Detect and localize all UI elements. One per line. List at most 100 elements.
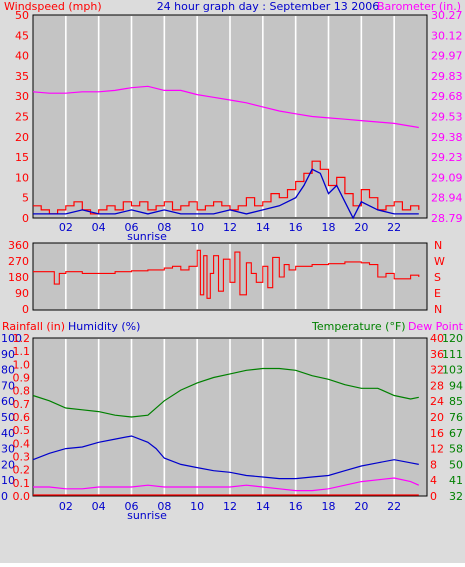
x-tick-label-top: 08 xyxy=(157,221,171,234)
celsius-tick-label: 24 xyxy=(430,395,444,408)
celsius-tick-label: 16 xyxy=(430,427,444,440)
windspeed-tick-label: 20 xyxy=(15,131,29,144)
windspeed-tick-label: 0 xyxy=(22,212,29,225)
temperature-axis-label: Temperature (°F) xyxy=(311,320,406,333)
x-tick-label-top: 22 xyxy=(387,221,401,234)
x-tick-label-top: 16 xyxy=(289,221,303,234)
fahrenheit-tick-label: 85 xyxy=(449,395,463,408)
barometer-tick-label: 30.12 xyxy=(431,29,463,42)
humidity-tick-label: 100 xyxy=(1,332,22,345)
barometer-tick-label: 28.79 xyxy=(431,212,463,225)
rainfall-tick-label: 0.7 xyxy=(13,398,31,411)
temperature-line xyxy=(32,367,419,418)
barometer-tick-label: 28.94 xyxy=(431,192,463,205)
windspeed-tick-label: 25 xyxy=(15,111,29,124)
x-tick-label-top: 18 xyxy=(322,221,336,234)
barometer-tick-label: 29.23 xyxy=(431,151,463,164)
fahrenheit-tick-label: 103 xyxy=(442,364,463,377)
windspeed-tick-label: 5 xyxy=(22,192,29,205)
barometer-line xyxy=(32,85,419,129)
rainfall-tick-label: 0.9 xyxy=(13,372,31,385)
compass-tick-label: E xyxy=(434,287,441,300)
sunrise-label-top: sunrise xyxy=(127,230,167,243)
humidity-line xyxy=(32,435,419,480)
rainfall-tick-label: 0.0 xyxy=(13,490,31,503)
windspeed-tick-label: 30 xyxy=(15,90,29,103)
fahrenheit-tick-label: 58 xyxy=(449,443,463,456)
x-tick-label-bottom: 22 xyxy=(387,500,401,513)
sunrise-label-bottom: sunrise xyxy=(127,509,167,522)
direction-tick-label: 90 xyxy=(15,287,29,300)
rainfall-tick-label: 1.2 xyxy=(13,332,31,345)
x-tick-label-bottom: 10 xyxy=(190,500,204,513)
celsius-tick-label: 4 xyxy=(430,474,437,487)
x-tick-label-top: 06 xyxy=(125,221,139,234)
x-tick-label-bottom: 14 xyxy=(256,500,270,513)
x-tick-label-bottom: 20 xyxy=(354,500,368,513)
rainfall-tick-label: 0.6 xyxy=(13,411,31,424)
windspeed-tick-label: 45 xyxy=(15,29,29,42)
fahrenheit-tick-label: 41 xyxy=(449,474,463,487)
fahrenheit-tick-label: 50 xyxy=(449,458,463,471)
rainfall-tick-label: 0.5 xyxy=(13,424,31,437)
celsius-tick-label: 20 xyxy=(430,411,444,424)
humidity-tick-label: 90 xyxy=(1,348,15,361)
windspeed-tick-label: 10 xyxy=(15,171,29,184)
compass-tick-label: S xyxy=(434,271,441,284)
rainfall-tick-label: 0.1 xyxy=(13,477,31,490)
barometer-tick-label: 29.83 xyxy=(431,70,463,83)
windspeed-tick-label: 35 xyxy=(15,70,29,83)
barometer-tick-label: 30.27 xyxy=(431,9,463,22)
compass-tick-label: W xyxy=(434,255,445,268)
x-tick-label-bottom: 08 xyxy=(157,500,171,513)
humidity-tick-label: 50 xyxy=(1,411,15,424)
wind-direction-line xyxy=(33,249,420,299)
windspeed-tick-label: 50 xyxy=(15,9,29,22)
compass-tick-label: N xyxy=(434,303,442,316)
celsius-tick-label: 8 xyxy=(430,458,437,471)
chart-title: 24 hour graph day : September 13 2006 xyxy=(157,0,380,13)
x-tick-label-bottom: 18 xyxy=(322,500,336,513)
dewpoint-axis-label: Dew Point xyxy=(408,320,464,333)
x-tick-label-bottom: 16 xyxy=(289,500,303,513)
fahrenheit-tick-label: 120 xyxy=(442,332,463,345)
compass-tick-label: N xyxy=(434,239,442,252)
x-tick-label-bottom: 02 xyxy=(59,500,73,513)
barometer-axis-label: Barometer (in.) xyxy=(377,0,461,13)
fahrenheit-tick-label: 32 xyxy=(449,490,463,503)
barometer-tick-label: 29.38 xyxy=(431,131,463,144)
celsius-tick-label: 0 xyxy=(430,490,437,503)
x-tick-label-top: 14 xyxy=(256,221,270,234)
fahrenheit-tick-label: 94 xyxy=(449,379,463,392)
x-tick-label-top: 04 xyxy=(92,221,106,234)
celsius-tick-label: 36 xyxy=(430,348,444,361)
humidity-tick-label: 70 xyxy=(1,379,15,392)
windspeed-axis-label: Windspeed (mph) xyxy=(4,0,102,13)
x-tick-label-top: 12 xyxy=(223,221,237,234)
humidity-tick-label: 10 xyxy=(1,474,15,487)
x-tick-label-top: 02 xyxy=(59,221,73,234)
x-tick-label-bottom: 06 xyxy=(125,500,139,513)
dewpoint-line xyxy=(33,477,420,492)
rainfall-axis-label: Rainfall (in) xyxy=(2,320,65,333)
rainfall-tick-label: 0.3 xyxy=(13,451,31,464)
rainfall-tick-label: 0.4 xyxy=(13,437,31,450)
direction-tick-label: 360 xyxy=(8,239,29,252)
celsius-tick-label: 28 xyxy=(430,379,444,392)
humidity-tick-label: 30 xyxy=(1,443,15,456)
humidity-tick-label: 80 xyxy=(1,364,15,377)
fahrenheit-tick-label: 67 xyxy=(449,427,463,440)
average-wind-line xyxy=(33,168,419,220)
x-tick-label-bottom: 04 xyxy=(92,500,106,513)
humidity-tick-label: 20 xyxy=(1,458,15,471)
rainfall-tick-label: 1.0 xyxy=(13,358,31,371)
x-tick-label-top: 10 xyxy=(190,221,204,234)
rainfall-tick-label: 0.2 xyxy=(13,464,31,477)
windspeed-tick-label: 15 xyxy=(15,151,29,164)
direction-tick-label: 180 xyxy=(8,271,29,284)
barometer-tick-label: 29.09 xyxy=(431,171,463,184)
celsius-tick-label: 40 xyxy=(430,332,444,345)
barometer-tick-label: 29.68 xyxy=(431,90,463,103)
